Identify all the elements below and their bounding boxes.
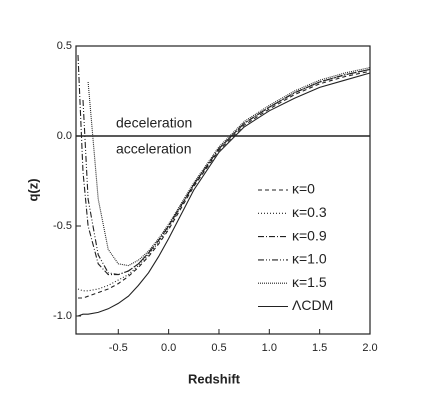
series-line (87, 67, 371, 267)
x-tick-label: 0.5 (211, 342, 226, 354)
x-tick-label: 1.0 (262, 342, 277, 354)
annotation: acceleration (116, 141, 192, 157)
x-tick-label: 0.0 (161, 342, 176, 354)
annotation: deceleration (116, 115, 192, 131)
x-axis-label: Redshift (188, 371, 241, 386)
legend-label: κ=0.9 (292, 227, 327, 243)
y-tick-label: 0.5 (57, 40, 72, 52)
legend-label: κ=1.0 (292, 251, 327, 267)
y-tick-label: 0.0 (57, 130, 72, 142)
y-tick-label: -0.5 (53, 220, 72, 232)
series-line (82, 68, 371, 276)
series-line (77, 72, 371, 317)
x-tick-label: 2.0 (362, 342, 377, 354)
x-tick-label: 1.5 (312, 342, 327, 354)
x-tick-label: -0.5 (109, 342, 128, 354)
legend-label: κ=0.3 (292, 204, 327, 220)
legend-label: κ=0 (292, 181, 315, 197)
legend-label: κ=1.5 (292, 274, 327, 290)
series-line (78, 70, 371, 299)
legend-label: ΛCDM (292, 297, 333, 313)
plot-frame (75, 45, 371, 335)
y-tick-label: -1.0 (53, 310, 72, 322)
y-axis-label: q(z) (25, 178, 40, 201)
